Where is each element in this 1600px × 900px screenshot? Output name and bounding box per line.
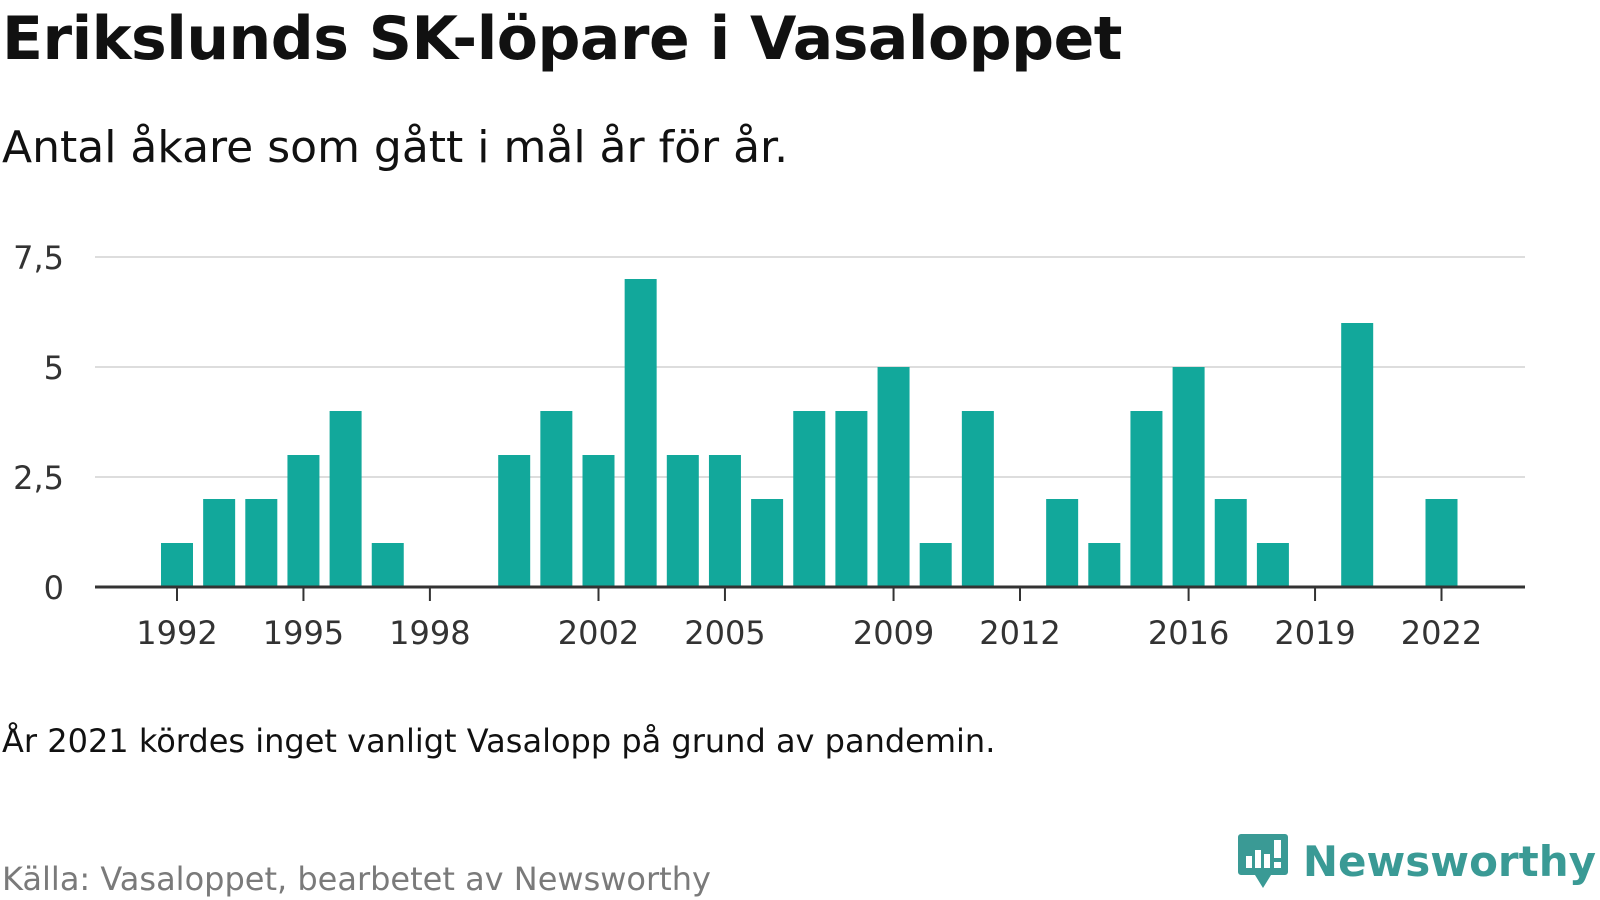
y-tick-label: 2,5 — [13, 459, 64, 497]
bar — [793, 411, 826, 587]
x-tick-label: 2005 — [684, 614, 765, 652]
chart-subtitle: Antal åkare som gått i mål år för år. — [2, 122, 789, 173]
x-tick-label: 1998 — [389, 614, 470, 652]
x-tick-label: 2002 — [558, 614, 639, 652]
bar — [245, 499, 278, 587]
bar — [919, 543, 952, 587]
x-tick-label: 2009 — [853, 614, 934, 652]
bar — [329, 411, 362, 587]
bar — [582, 455, 615, 587]
y-tick-label: 0 — [44, 569, 64, 607]
bar — [835, 411, 868, 587]
bar — [203, 499, 236, 587]
bar — [1130, 411, 1163, 587]
bar — [540, 411, 573, 587]
chart-title: Erikslunds SK-löpare i Vasaloppet — [2, 4, 1122, 74]
bar — [708, 455, 741, 587]
bar — [287, 455, 320, 587]
x-tick-label: 1992 — [136, 614, 217, 652]
bar — [961, 411, 994, 587]
brand-name: Newsworthy — [1302, 836, 1596, 886]
chart-footnote: År 2021 kördes inget vanligt Vasalopp på… — [2, 722, 996, 760]
x-tick-label: 2012 — [979, 614, 1060, 652]
bar — [1088, 543, 1121, 587]
y-tick-label: 7,5 — [13, 239, 64, 277]
newsworthy-logo-icon — [1237, 834, 1288, 888]
y-tick-label: 5 — [44, 349, 64, 387]
bar — [161, 543, 193, 587]
bar — [624, 279, 657, 587]
newsworthy-logo: Newsworthy — [1237, 832, 1596, 890]
bar — [1341, 323, 1374, 587]
x-tick-label: 1995 — [263, 614, 344, 652]
bar — [1214, 499, 1247, 587]
bar — [666, 455, 699, 587]
bar — [1172, 367, 1205, 587]
bar-chart: 0 2,5 5 7,5 1992 1995 1998 2002 2005 2009 2012 2016… — [13, 239, 1525, 652]
bar — [751, 499, 784, 587]
x-tick-label: 2016 — [1148, 614, 1229, 652]
bar — [877, 367, 910, 587]
bar — [1256, 543, 1289, 587]
x-tick-label: 2019 — [1274, 614, 1355, 652]
bar — [1425, 499, 1458, 587]
bar — [498, 455, 531, 587]
bar — [1046, 499, 1079, 587]
bar — [371, 543, 404, 587]
x-tick-label: 2022 — [1401, 614, 1482, 652]
source-credit: Källa: Vasaloppet, bearbetet av Newswort… — [2, 860, 711, 898]
